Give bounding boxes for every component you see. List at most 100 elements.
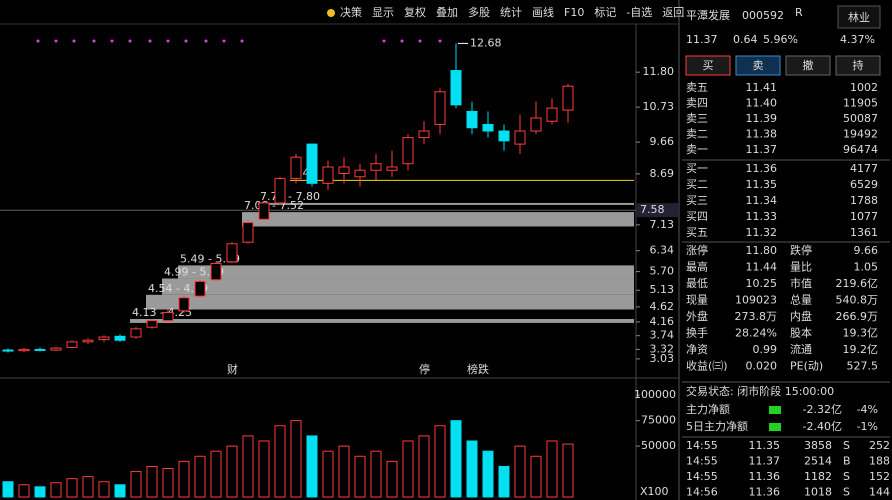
toolbar-button[interactable]: 复权 xyxy=(404,5,426,19)
candle-body xyxy=(546,107,558,122)
volume-bar xyxy=(146,465,158,498)
toolbar-button[interactable]: 返回 xyxy=(662,6,684,19)
candle-body xyxy=(98,336,110,341)
toolbar-button[interactable]: 多股 xyxy=(468,5,490,19)
volume-bar xyxy=(50,482,62,498)
level-volume: 1077 xyxy=(850,210,878,223)
y-tick-label: 4.16 xyxy=(650,315,675,328)
volume-bar xyxy=(178,460,190,498)
candle-body xyxy=(466,110,478,129)
toolbar-button[interactable]: 统计 xyxy=(500,6,522,19)
volume-bar xyxy=(162,467,174,498)
stat-value: 527.5 xyxy=(847,360,879,373)
sector[interactable]: 林业 xyxy=(848,10,870,24)
stat-label: 跌停 xyxy=(790,243,812,257)
volume-bar xyxy=(562,443,574,498)
trade-button[interactable] xyxy=(685,55,731,76)
zone-label: 4.99 - 5.49 xyxy=(164,265,224,278)
trade-button[interactable] xyxy=(735,55,781,76)
y-tick-label: 3.74 xyxy=(650,329,675,342)
level-price: 11.39 xyxy=(746,112,778,125)
volume-bar xyxy=(290,420,302,498)
level-price: 11.33 xyxy=(746,210,778,223)
zone-label: 4.54 - 4.99 xyxy=(148,282,208,295)
toolbar-button[interactable]: -自选 xyxy=(626,6,652,19)
top-dot xyxy=(166,39,170,43)
event-marker[interactable]: 停 xyxy=(419,362,430,376)
support-zone xyxy=(258,202,634,205)
trade-button-label[interactable]: 撤 xyxy=(803,58,814,72)
top-dot xyxy=(184,39,188,43)
sector-box[interactable] xyxy=(837,5,881,29)
price: 11.37 xyxy=(686,33,718,46)
level-name: 卖三 xyxy=(686,112,708,125)
stat-value: 273.8万 xyxy=(735,310,778,323)
trade-button[interactable] xyxy=(785,55,831,76)
stat-label: PE(动) xyxy=(790,360,823,373)
stat-label: 总量 xyxy=(790,293,812,307)
level-price: 11.36 xyxy=(746,162,778,175)
y-tick-label: 4.62 xyxy=(650,300,675,313)
toolbar-button[interactable]: F10 xyxy=(564,6,584,19)
volume-bar xyxy=(402,440,414,498)
stat-value: 28.24% xyxy=(735,327,777,340)
level-volume: 6529 xyxy=(850,178,878,191)
cursor-box xyxy=(636,203,678,218)
stat-label: 股本 xyxy=(790,326,812,340)
trade-button-label[interactable]: 卖 xyxy=(753,59,764,72)
volume-bar xyxy=(514,445,526,498)
candle-body xyxy=(66,341,78,348)
tick-side: S xyxy=(843,486,850,499)
volume-bar xyxy=(274,425,286,498)
stat-value: 1.05 xyxy=(854,261,879,274)
stat-label: 涨停 xyxy=(686,243,708,257)
volume-bar xyxy=(418,435,430,498)
flow-value: -2.32亿 xyxy=(803,403,842,416)
volume-bar xyxy=(114,484,126,498)
flow-icon xyxy=(769,406,781,414)
stat-value: 0.020 xyxy=(746,360,778,373)
y-tick-label: 11.80 xyxy=(643,65,675,78)
volume-unit: X100 xyxy=(640,485,669,498)
trade-button-label[interactable]: 持 xyxy=(853,58,864,72)
zone-label: 4.13 - 4.25 xyxy=(132,306,192,319)
y-tick-label: 3.03 xyxy=(650,352,675,365)
volume-bar xyxy=(18,484,30,498)
toolbar-button[interactable]: 叠加 xyxy=(436,6,458,19)
toolbar-button[interactable]: 画线 xyxy=(532,5,554,19)
toolbar-button[interactable]: 显示 xyxy=(372,6,394,19)
stat-value: 11.44 xyxy=(746,261,778,274)
trade-button-label[interactable]: 买 xyxy=(703,59,714,72)
y-tick-label: 10.73 xyxy=(643,100,675,113)
v-tick-label: 75000 xyxy=(641,414,676,427)
y-tick-label: 9.66 xyxy=(650,135,675,148)
volume-bar xyxy=(498,465,510,498)
stat-label: 外盘 xyxy=(686,309,708,323)
candle-body xyxy=(2,349,14,352)
top-dot xyxy=(148,39,152,43)
tick-volume: 1182 xyxy=(804,470,832,483)
candle-body xyxy=(370,163,382,171)
toolbar-button[interactable]: 标记 xyxy=(594,5,616,19)
volume-bar xyxy=(130,471,142,498)
volume-bar xyxy=(2,481,14,498)
stat-value: 109023 xyxy=(735,294,777,307)
high-label: 12.68 xyxy=(470,36,502,49)
level-name: 买五 xyxy=(686,226,708,239)
event-marker[interactable]: 榜跌 xyxy=(467,362,489,376)
volume-bar xyxy=(194,455,206,498)
stat-value: 19.3亿 xyxy=(843,327,879,340)
volume-bar xyxy=(322,450,334,498)
level-price: 11.37 xyxy=(746,143,778,156)
candle-body xyxy=(162,311,174,322)
stat-value: 10.25 xyxy=(746,277,778,290)
candle-body xyxy=(354,169,366,178)
top-dot xyxy=(54,39,58,43)
level-name: 买一 xyxy=(686,162,708,175)
tick-price: 11.36 xyxy=(749,486,781,499)
stat-label: 净资 xyxy=(686,342,708,356)
level-name: 买三 xyxy=(686,194,708,207)
trade-button[interactable] xyxy=(835,55,881,76)
event-marker[interactable]: 财 xyxy=(227,362,238,376)
toolbar-button[interactable]: 决策 xyxy=(340,5,362,19)
